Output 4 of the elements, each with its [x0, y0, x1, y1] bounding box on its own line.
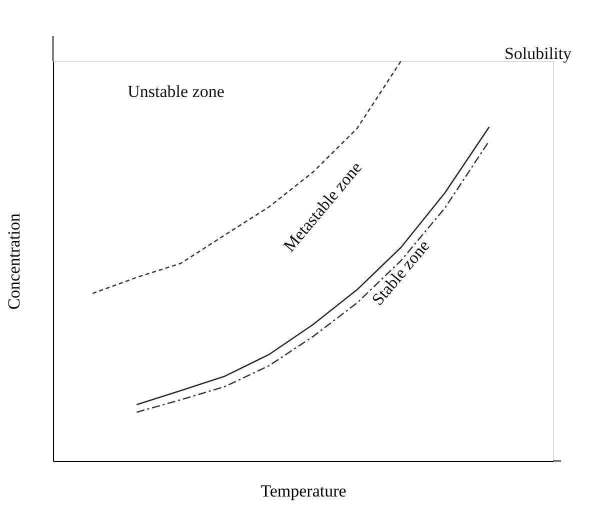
y-axis-title: Concentration	[4, 212, 24, 310]
annotation: Solubility	[504, 44, 572, 63]
annotation: Unstable zone	[128, 82, 224, 101]
x-axis-title: Temperature	[260, 482, 346, 500]
